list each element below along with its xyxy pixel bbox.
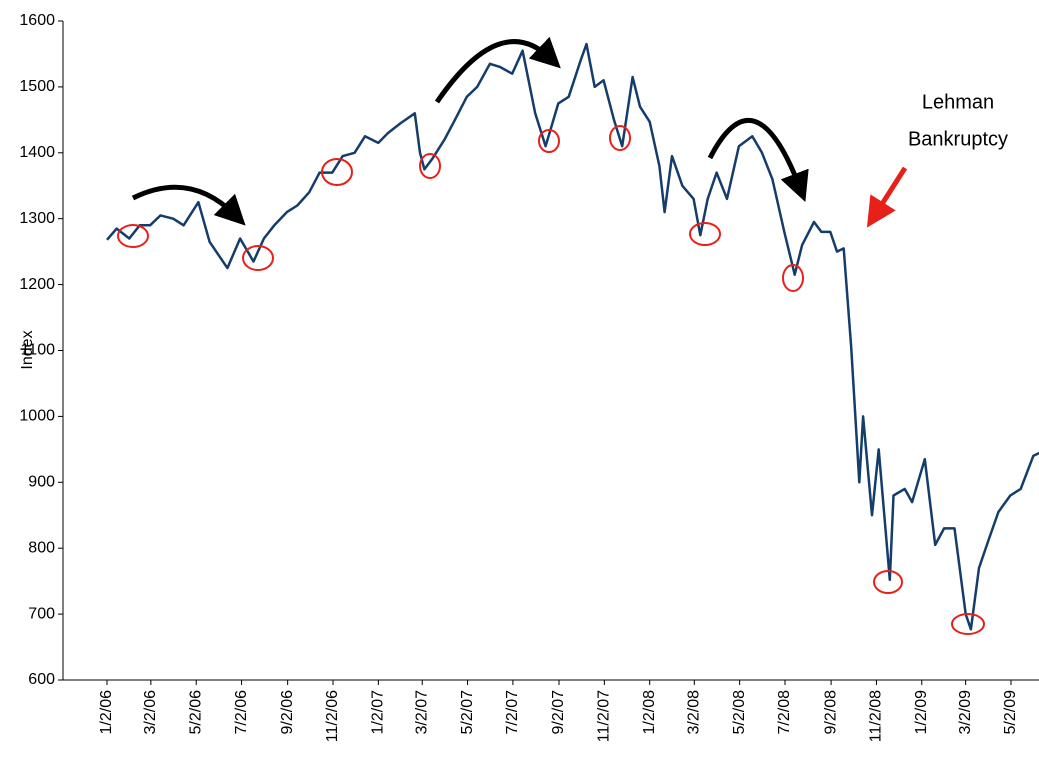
x-tick-label: 7/2/08 [776,690,793,735]
x-tick-label: 1/2/09 [913,690,930,735]
series-line [106,42,1039,631]
y-tick-label: 1100 [21,342,56,359]
x-tick-label: 1/2/08 [641,690,658,735]
x-tick-label: 1/2/07 [370,690,387,735]
y-tick-label: 900 [28,474,55,491]
x-tick-label: 9/2/08 [822,690,839,735]
y-tick-label: 1200 [19,276,55,293]
x-tick-label: 5/2/07 [459,690,476,735]
x-tick-label: 5/2/09 [1002,690,1019,735]
annotation: Bankruptcy [908,128,1008,150]
y-tick-label: 1500 [19,78,55,95]
y-tick-label: 1600 [19,12,55,29]
x-tick-label: 5/2/06 [187,690,204,735]
y-tick-label: 1000 [19,408,55,425]
x-tick-label: 7/2/07 [504,690,521,735]
x-tick-label: 11/2/08 [868,690,885,742]
x-tick-label: 11/2/06 [324,690,341,742]
x-tick-label: 11/2/07 [596,690,613,742]
y-tick-label: 600 [28,671,55,688]
lehman-arrow [866,166,908,228]
x-tick-label: 9/2/07 [550,690,567,735]
x-tick-label: 9/2/06 [279,690,296,735]
x-tick-label: 3/2/07 [413,690,430,735]
x-tick-label: 3/2/08 [686,690,703,735]
y-tick-label: 1300 [19,210,55,227]
x-tick-label: 1/2/06 [98,690,115,735]
dip-circles [117,125,985,635]
x-tick-label: 7/2/06 [233,690,250,735]
annotation: Lehman [922,91,994,113]
x-tick-label: 3/2/06 [142,690,159,735]
trend-arrows [131,36,809,226]
y-tick-label: 1400 [19,144,55,161]
y-tick-label: 800 [28,539,55,556]
y-axis-label: Index [19,330,36,369]
x-tick-label: 5/2/08 [731,690,748,735]
x-tick-label: 3/2/09 [957,690,974,735]
y-tick-label: 700 [28,605,55,622]
